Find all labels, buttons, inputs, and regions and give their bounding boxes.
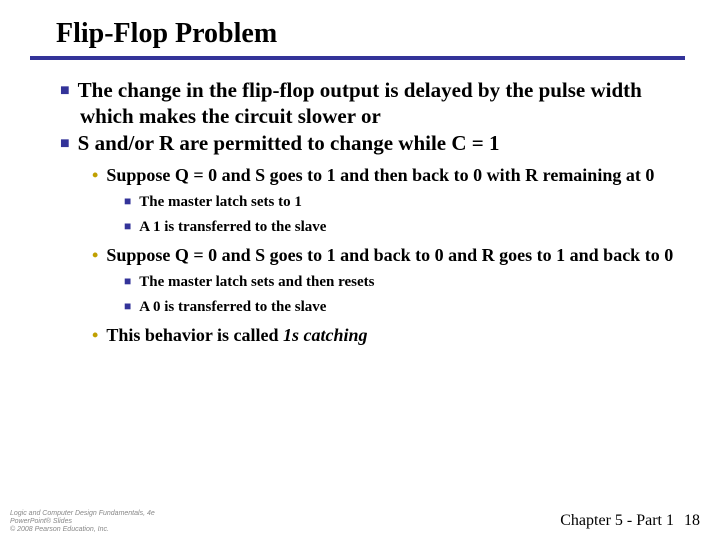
chapter-label: Chapter 5 - Part 1 xyxy=(560,512,674,529)
bullet-text: This behavior is called xyxy=(106,325,283,345)
slide-container: Flip-Flop Problem ■ The change in the fli… xyxy=(0,0,720,347)
footer-chapter: Chapter 5 - Part 1 18 xyxy=(560,512,700,530)
bullet-text: A 1 is transferred to the slave xyxy=(139,219,326,235)
footer-line: Logic and Computer Design Fundamentals, … xyxy=(10,510,155,518)
bullet-level1: ■ The change in the flip-flop output is d… xyxy=(38,78,690,129)
slide-content: ■ The change in the flip-flop output is d… xyxy=(38,78,690,347)
page-number: 18 xyxy=(684,512,700,529)
bullet-level3: ■ A 0 is transferred to the slave xyxy=(38,298,690,317)
bullet-level1: ■ S and/or R are permitted to change whil… xyxy=(38,131,690,157)
bullet-text: The change in the flip-flop output is de… xyxy=(78,78,642,128)
bullet-text: The master latch sets to 1 xyxy=(139,194,302,210)
bullet-level3: ■ The master latch sets to 1 xyxy=(38,193,690,212)
dot-bullet-icon: • xyxy=(92,325,98,345)
square-bullet-icon: ■ xyxy=(124,219,131,233)
bullet-text: The master latch sets and then resets xyxy=(139,274,374,290)
square-bullet-icon: ■ xyxy=(124,274,131,288)
bullet-level2: • This behavior is called 1s catching xyxy=(38,325,690,347)
bullet-text: Suppose Q = 0 and S goes to 1 and back t… xyxy=(106,245,673,265)
bullet-level3: ■ The master latch sets and then resets xyxy=(38,273,690,292)
square-bullet-icon: ■ xyxy=(60,82,70,99)
footer-copyright: Logic and Computer Design Fundamentals, … xyxy=(10,510,155,534)
slide-title: Flip-Flop Problem xyxy=(56,18,690,50)
bullet-text: A 0 is transferred to the slave xyxy=(139,299,326,315)
square-bullet-icon: ■ xyxy=(124,299,131,313)
italic-term: 1s catching xyxy=(283,325,368,345)
dot-bullet-icon: • xyxy=(92,245,98,265)
bullet-text: S and/or R are permitted to change while… xyxy=(78,131,500,155)
footer-line: PowerPoint® Slides xyxy=(10,518,155,526)
bullet-text: Suppose Q = 0 and S goes to 1 and then b… xyxy=(106,165,654,185)
square-bullet-icon: ■ xyxy=(124,194,131,208)
footer-line: © 2008 Pearson Education, Inc. xyxy=(10,526,155,534)
title-underline xyxy=(30,56,685,60)
square-bullet-icon: ■ xyxy=(60,135,70,152)
bullet-level2: • Suppose Q = 0 and S goes to 1 and then … xyxy=(38,165,690,187)
dot-bullet-icon: • xyxy=(92,165,98,185)
bullet-level3: ■ A 1 is transferred to the slave xyxy=(38,218,690,237)
bullet-level2: • Suppose Q = 0 and S goes to 1 and back … xyxy=(38,245,690,267)
